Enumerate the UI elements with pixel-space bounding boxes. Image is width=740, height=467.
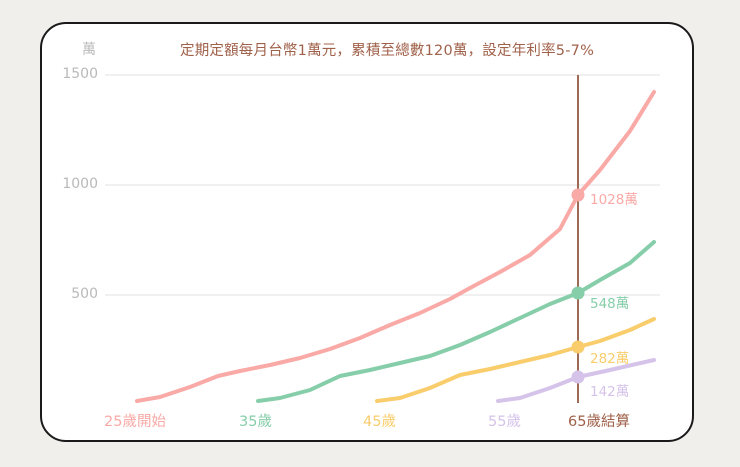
start-label-25: 25歲開始 <box>104 414 166 430</box>
end-value-45: 282萬 <box>590 351 630 367</box>
series-line-45 <box>375 317 656 403</box>
start-label-45: 45歲 <box>363 414 396 430</box>
series-line-35 <box>256 240 656 403</box>
end-label-65: 65歲結算 <box>568 414 630 430</box>
series-line-55 <box>496 358 656 403</box>
start-label-55: 55歲 <box>488 414 521 430</box>
y-tick-500: 500 <box>71 286 98 302</box>
end-value-55: 142萬 <box>590 384 630 400</box>
chart-title: 定期定額每月台幣1萬元，累積至總數120萬，設定年利率5-7% <box>180 43 595 59</box>
end-value-35: 548萬 <box>590 296 630 312</box>
y-tick-1000: 1000 <box>62 176 98 192</box>
y-axis-unit: 萬 <box>82 42 96 58</box>
marker-45 <box>571 340 585 354</box>
y-tick-1500: 1500 <box>62 66 98 82</box>
marker-35 <box>571 286 585 300</box>
start-label-35: 35歲 <box>239 414 272 430</box>
series-line-25 <box>135 90 656 403</box>
marker-55 <box>571 370 585 384</box>
marker-25 <box>571 188 585 202</box>
end-value-25: 1028萬 <box>590 192 638 208</box>
